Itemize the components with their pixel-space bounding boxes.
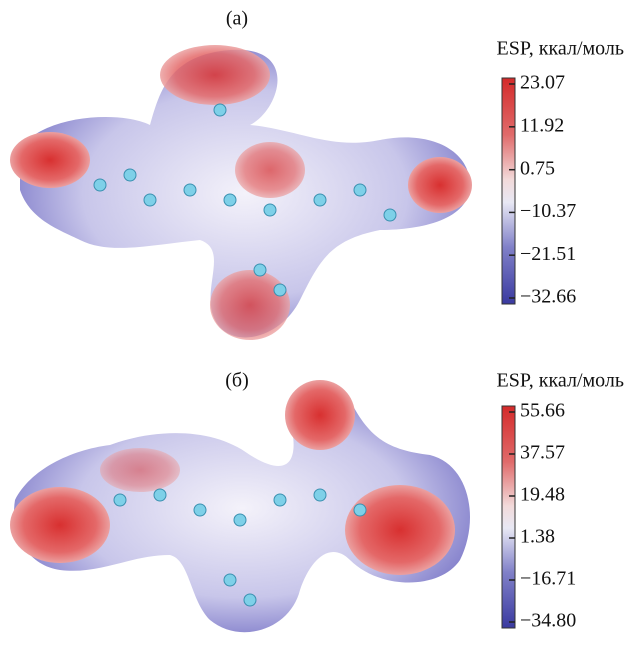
colorbar-tick-label: 37.57 [520, 442, 565, 464]
colorbar-title: ESP, ккал/моль [497, 38, 624, 60]
colorbar-tick-label: 23.07 [520, 72, 565, 94]
figure: (a) ESP, ккал/моль 23.07 11.92 0.75 −10.37 −21… [0, 0, 628, 659]
colorbar-tick-label: −21.51 [520, 243, 576, 265]
colorbar-tick-label: 19.48 [520, 484, 565, 506]
colorbar-tick-label: −34.80 [520, 610, 576, 632]
colorbar-tick-label: −10.37 [520, 200, 576, 222]
colorbar-title: ESP, ккал/моль [497, 370, 624, 392]
colorbar-tick-label: −16.71 [520, 568, 576, 590]
colorbar-tick-label: 1.38 [520, 526, 555, 548]
colorbar [502, 78, 515, 304]
panel-label: (a) [226, 8, 248, 30]
esp-surface-a [10, 45, 472, 340]
colorbar [502, 406, 515, 628]
colorbar-tick-label: 11.92 [520, 114, 564, 136]
colorbar-tick-label: −32.66 [520, 286, 576, 308]
colorbar-tick-label: 55.66 [520, 400, 565, 422]
colorbar-tick-label: 0.75 [520, 157, 555, 179]
panel-label: (б) [225, 370, 249, 392]
esp-surface-b [10, 380, 470, 632]
